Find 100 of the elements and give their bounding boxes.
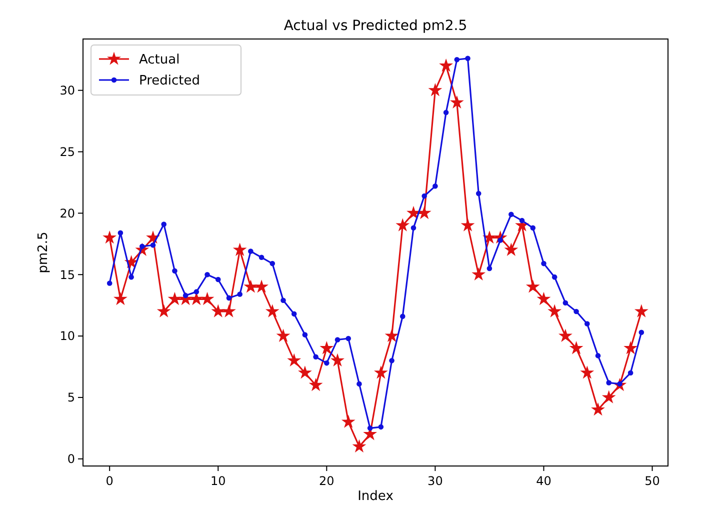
point [172, 268, 178, 274]
x-tick-label: 20 [319, 474, 334, 488]
point [313, 354, 318, 360]
y-tick-label: 5 [67, 390, 75, 405]
point [226, 295, 232, 301]
point [291, 311, 297, 317]
x-axis-title: Index [358, 489, 394, 504]
point [530, 225, 536, 231]
point [638, 330, 644, 335]
point [400, 314, 406, 320]
point [519, 218, 525, 224]
x-tick-label: 30 [428, 474, 443, 488]
point [341, 414, 356, 428]
y-tick-label: 25 [60, 144, 75, 159]
point [476, 190, 482, 196]
point [508, 212, 514, 218]
point [634, 304, 648, 318]
point [486, 266, 492, 272]
point [580, 366, 594, 379]
point [265, 304, 280, 318]
point [237, 292, 242, 297]
point [352, 439, 366, 453]
point [232, 242, 247, 256]
x-tick-label: 0 [106, 474, 114, 488]
point [194, 289, 200, 294]
point [244, 280, 258, 293]
point [606, 380, 612, 386]
chart-title: Actual vs Predicted pm2.5 [284, 18, 468, 34]
point [428, 83, 442, 96]
point [389, 358, 394, 364]
point [628, 370, 634, 376]
y-tick-label: 0 [67, 452, 75, 466]
point [591, 402, 605, 416]
point [156, 304, 171, 318]
point [276, 328, 290, 342]
y-tick-label: 30 [60, 84, 75, 98]
point [536, 292, 551, 306]
point [410, 225, 416, 231]
point [602, 390, 616, 404]
point [270, 260, 276, 266]
point [248, 248, 254, 254]
point [465, 56, 470, 62]
point [215, 276, 221, 282]
point [161, 222, 167, 227]
point [406, 206, 420, 220]
point [562, 300, 568, 306]
legend-label: Actual [139, 52, 180, 68]
point [460, 218, 475, 232]
point [624, 341, 638, 354]
point [569, 341, 584, 354]
point [140, 244, 145, 249]
point [472, 267, 486, 281]
point [432, 184, 438, 189]
point [118, 230, 124, 236]
point [541, 260, 546, 266]
point [200, 292, 214, 306]
point [254, 280, 268, 293]
x-tick-label: 50 [644, 474, 660, 488]
point [574, 308, 579, 314]
legend-label: Predicted [139, 74, 200, 89]
x-tick-label: 40 [536, 474, 552, 488]
point [211, 304, 226, 318]
point [308, 378, 323, 392]
point [182, 292, 188, 298]
point [128, 274, 134, 280]
y-tick-label: 15 [60, 268, 75, 282]
x-tick-label: 10 [210, 474, 226, 488]
point [552, 274, 558, 280]
y-tick-label: 10 [60, 329, 75, 344]
point [320, 341, 334, 354]
point [526, 280, 540, 293]
point [302, 332, 308, 338]
point [422, 193, 427, 199]
point [595, 353, 601, 358]
point [584, 321, 590, 326]
point [439, 58, 453, 72]
point [102, 230, 117, 244]
point [548, 304, 562, 318]
point [168, 292, 182, 306]
point [558, 328, 572, 342]
point [330, 353, 344, 367]
point [498, 238, 503, 243]
point [356, 381, 362, 387]
point [113, 292, 128, 306]
point [280, 298, 286, 304]
point [367, 426, 373, 431]
point [443, 110, 449, 116]
point [417, 206, 432, 220]
point [384, 328, 399, 342]
point [298, 366, 312, 379]
point [150, 242, 156, 248]
point [450, 95, 464, 109]
point [287, 353, 302, 367]
point [204, 272, 210, 278]
point [258, 254, 264, 260]
point [334, 337, 340, 342]
point [346, 336, 352, 342]
point [324, 360, 330, 366]
y-axis-title: pm2.5 [36, 232, 51, 274]
point [396, 218, 410, 232]
